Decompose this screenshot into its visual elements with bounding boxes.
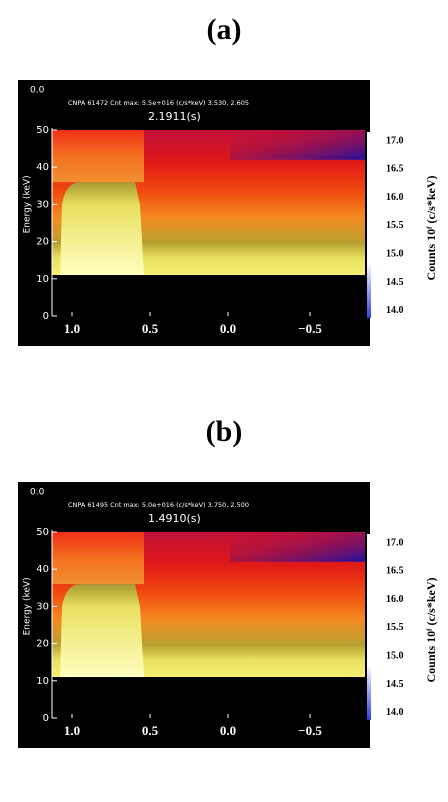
x-tick-label: 1.0	[64, 321, 80, 336]
y-tick-label: 40	[36, 162, 49, 173]
y-tick-label: 30	[36, 601, 49, 612]
y-tick-label: 50	[36, 527, 49, 538]
x-tick-label: 1.0	[64, 723, 80, 738]
colorbar-tick-label: 15.0	[386, 650, 404, 661]
heatmap-bump	[60, 182, 144, 276]
y-tick-label: 40	[36, 564, 49, 575]
heatmap-cold	[230, 532, 365, 562]
colorbar-tick-label: 17.0	[386, 537, 404, 548]
time-label: 1.4910(s)	[148, 512, 201, 525]
heatmap-empty	[52, 275, 365, 316]
colorbar	[367, 132, 371, 318]
corner-label: 0.0	[30, 86, 45, 96]
colorbar-tick-label: 14.5	[386, 679, 404, 690]
y-tick-label: 0	[43, 713, 49, 724]
colorbar-tick-label: 15.5	[386, 220, 404, 231]
y-tick-label: 0	[43, 311, 49, 322]
plot-header: CNPA 61495 Cnt max: 5.0e+016 (c/s*keV) 3…	[68, 501, 249, 509]
x-axis-label: ρ	[196, 343, 205, 357]
colorbar-tick-label: 15.0	[386, 248, 404, 259]
colorbar-tick-label: 16.0	[386, 192, 404, 203]
colorbar-tick-label: 16.5	[386, 566, 404, 577]
y-tick-label: 30	[36, 199, 49, 210]
panel-label: (b)	[206, 415, 243, 448]
x-tick-label: −0.5	[298, 321, 322, 336]
y-axis-label: Energy (keV)	[23, 175, 33, 233]
colorbar-label: Counts 10ᶠ (c/s*keV)	[424, 577, 438, 682]
time-label: 2.1911(s)	[148, 110, 201, 123]
corner-label: 0.0	[30, 488, 45, 498]
x-tick-label: 0.0	[220, 723, 236, 738]
heatmap-hot	[52, 130, 144, 183]
y-axis-label: Energy (keV)	[23, 577, 33, 635]
panel: (b) 0.0 CNPA 61495 Cnt max: 5.0e+016 (c/s*…	[18, 415, 438, 759]
heatmap-empty	[52, 677, 365, 718]
colorbar-tick-label: 14.5	[386, 277, 404, 288]
y-tick-label: 20	[36, 237, 49, 248]
colorbar-tick-label: 14.0	[386, 707, 404, 718]
panel-label: (a)	[207, 13, 242, 46]
heatmap-bump	[60, 584, 144, 678]
heatmap-cold	[230, 130, 365, 160]
x-tick-label: 0.5	[142, 321, 159, 336]
x-axis-label: ρ	[196, 745, 205, 759]
y-tick-label: 50	[36, 125, 49, 136]
x-tick-label: 0.5	[142, 723, 159, 738]
colorbar-tick-label: 15.5	[386, 622, 404, 633]
colorbar-tick-label: 16.5	[386, 164, 404, 175]
x-tick-label: −0.5	[298, 723, 322, 738]
y-tick-label: 20	[36, 639, 49, 650]
panel: (a) 0.0 CNPA 61472 Cnt max: 5.5e+016 (c/s*…	[18, 13, 438, 357]
colorbar-label: Counts 10ᶠ (c/s*keV)	[424, 175, 438, 280]
heatmap-hot	[52, 532, 144, 585]
y-tick-label: 10	[36, 676, 49, 687]
colorbar	[367, 534, 371, 720]
colorbar-tick-label: 17.0	[386, 135, 404, 146]
y-tick-label: 10	[36, 274, 49, 285]
x-tick-label: 0.0	[220, 321, 236, 336]
colorbar-tick-label: 14.0	[386, 305, 404, 316]
colorbar-tick-label: 16.0	[386, 594, 404, 605]
plot-header: CNPA 61472 Cnt max: 5.5e+016 (c/s*keV) 3…	[68, 99, 249, 107]
